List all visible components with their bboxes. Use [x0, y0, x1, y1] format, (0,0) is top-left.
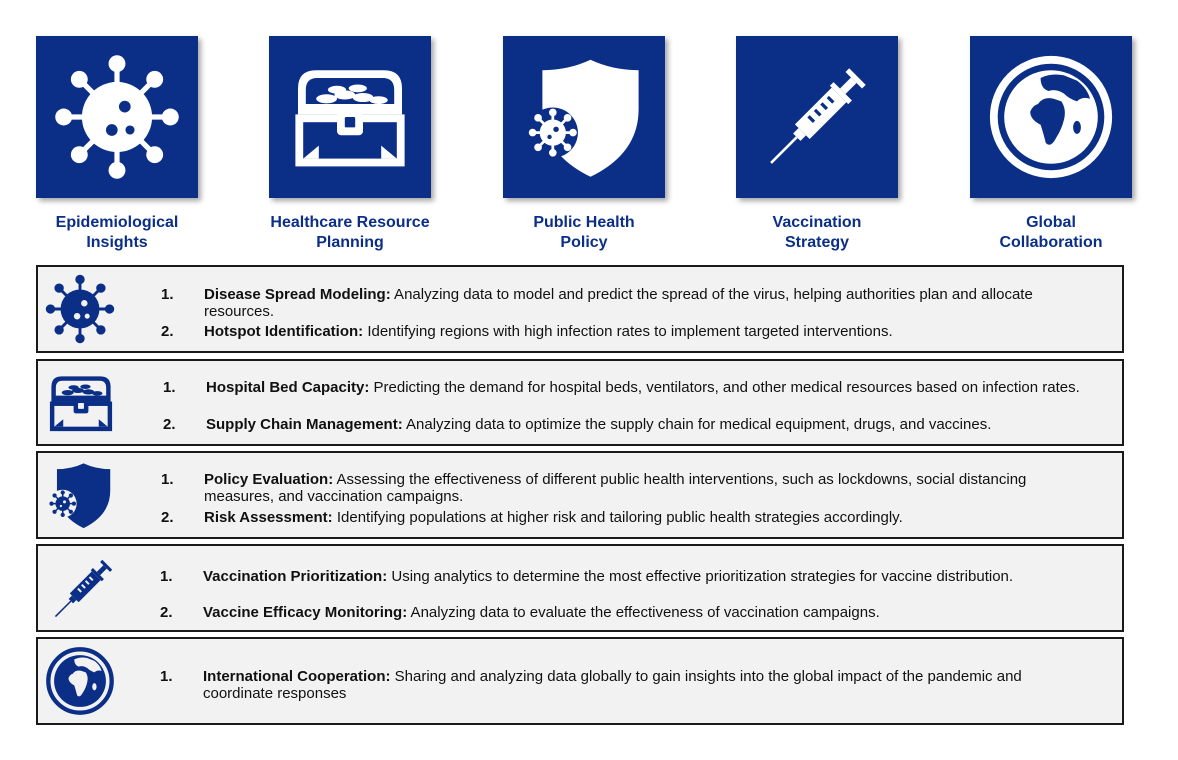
detail-row-global-collaboration: 1. International Cooperation: Sharing an…	[36, 637, 1124, 725]
item-title: Vaccination Prioritization:	[203, 568, 388, 585]
item-number: 2.	[160, 604, 173, 621]
item-text: Analyzing data to model and predict the …	[204, 286, 1033, 320]
category-label-epidemiological-insights: Epidemiological Insights	[55, 214, 179, 251]
item-title: Risk Assessment:	[204, 509, 333, 526]
tile-healthcare-resource-planning	[269, 36, 431, 198]
detail-row-healthcare-resources: 1. Hospital Bed Capacity: Predicting the…	[36, 359, 1124, 446]
treasure-chest-icon	[44, 366, 118, 440]
shield-virus-icon	[519, 52, 649, 182]
tile-vaccination-strategy	[736, 36, 898, 198]
item-number: 1.	[161, 286, 174, 303]
item-title: Vaccine Efficacy Monitoring:	[203, 604, 408, 621]
item-text: Using analytics to determine the most ef…	[387, 568, 1014, 585]
category-label-global-collaboration: Global Collaboration	[999, 214, 1103, 251]
item-text: Analyzing data to optimize the supply ch…	[402, 416, 992, 433]
item-number: 2.	[161, 323, 174, 340]
globe-icon	[986, 52, 1116, 182]
item-number: 2.	[161, 509, 174, 526]
virus-icon	[44, 273, 116, 345]
item-text: Assessing the effectiveness of different…	[204, 471, 1027, 505]
item-title: Supply Chain Management:	[206, 416, 403, 433]
tile-public-health-policy	[503, 36, 665, 198]
syringe-icon	[44, 550, 122, 628]
category-label-healthcare-resource-planning: Healthcare Resource Planning	[270, 214, 430, 251]
treasure-chest-icon	[285, 52, 415, 182]
shield-virus-icon	[44, 459, 116, 531]
tile-epidemiological-insights	[36, 36, 198, 198]
item-text: Sharing and analyzing data globally to g…	[203, 668, 1022, 702]
item-number: 1.	[163, 379, 176, 396]
item-text: Identifying populations at higher risk a…	[332, 509, 903, 526]
detail-row-epidemiological: 1. Disease Spread Modeling: Analyzing da…	[36, 265, 1124, 353]
item-title: International Cooperation:	[203, 668, 391, 685]
item-number: 2.	[163, 416, 176, 433]
item-title: Disease Spread Modeling:	[204, 286, 391, 303]
item-text: Analyzing data to evaluate the effective…	[407, 604, 880, 621]
detail-row-public-health-policy: 1. Policy Evaluation: Assessing the effe…	[36, 451, 1124, 539]
item-title: Policy Evaluation:	[204, 471, 334, 488]
item-number: 1.	[160, 568, 173, 585]
category-label-public-health-policy: Public Health Policy	[533, 214, 635, 251]
virus-icon	[52, 52, 182, 182]
category-label-vaccination-strategy: Vaccination Strategy	[772, 214, 862, 251]
tile-global-collaboration	[970, 36, 1132, 198]
item-title: Hotspot Identification:	[204, 323, 364, 340]
item-text: Identifying regions with high infection …	[363, 323, 893, 340]
globe-icon	[44, 645, 116, 717]
item-text: Predicting the demand for hospital beds,…	[369, 379, 1080, 396]
detail-row-vaccination: 1. Vaccination Prioritization: Using ana…	[36, 544, 1124, 632]
item-title: Hospital Bed Capacity:	[206, 379, 370, 396]
item-number: 1.	[161, 471, 174, 488]
item-number: 1.	[160, 668, 173, 685]
syringe-icon	[752, 52, 882, 182]
